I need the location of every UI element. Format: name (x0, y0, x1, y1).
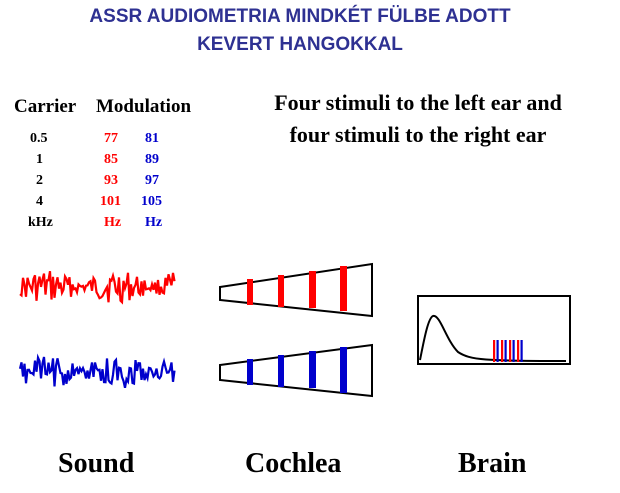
carrier-value: 4 (36, 194, 43, 209)
title-line-1: ASSR AUDIOMETRIA MINDKÉT FÜLBE ADOTT (89, 6, 511, 27)
caption-cochlea: Cochlea (245, 448, 342, 479)
right-modulation-value: 89 (145, 152, 159, 167)
left-cochlea (219, 262, 373, 318)
right-cochlea (219, 343, 373, 398)
left-modulation-value: 85 (104, 152, 118, 167)
cochlea-band (340, 347, 347, 393)
cochlea-band (278, 355, 284, 387)
brain-response-plot (417, 295, 571, 365)
carrier-value: 1 (36, 152, 43, 167)
caption-sound: Sound (58, 448, 135, 479)
carrier-value: 0.5 (30, 131, 48, 146)
cochlea-band (247, 279, 253, 305)
right-modulation-value: 105 (141, 194, 162, 209)
modulation-header: Modulation (96, 96, 192, 117)
stimuli-text-line-2: four stimuli to the right ear (289, 122, 547, 147)
left-modulation-value: 93 (104, 173, 118, 188)
cochlea-band (309, 271, 316, 308)
left-modulation-unit: Hz (104, 215, 122, 230)
cochlea-band (309, 351, 316, 388)
brain-response-curve (419, 315, 567, 362)
right-modulation-unit: Hz (145, 215, 163, 230)
cochlea-band (247, 359, 253, 385)
right-modulation-value: 97 (145, 173, 159, 188)
left-ear-sound-wave (19, 271, 176, 305)
left-modulation-value: 101 (100, 194, 121, 209)
cochlea-band (278, 275, 284, 307)
stimuli-text-line-1: Four stimuli to the left ear and (274, 90, 562, 115)
right-modulation-value: 81 (145, 131, 159, 146)
response-spectral-lines (493, 340, 523, 362)
cochlea-band (340, 266, 347, 311)
carrier-unit: kHz (28, 215, 53, 230)
carrier-header: Carrier (14, 96, 77, 117)
left-modulation-value: 77 (104, 131, 118, 146)
caption-brain: Brain (458, 448, 527, 479)
carrier-value: 2 (36, 173, 43, 188)
right-ear-sound-wave (18, 353, 176, 389)
title-line-2: KEVERT HANGOKKAL (197, 34, 403, 55)
